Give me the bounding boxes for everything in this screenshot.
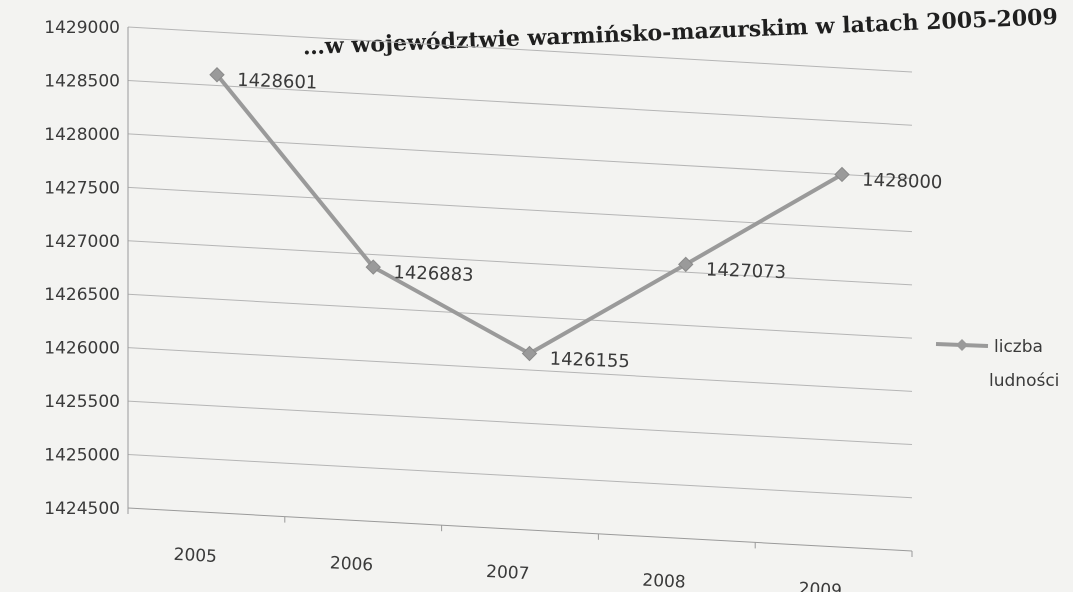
y-tick-label: 1428500 bbox=[44, 71, 120, 91]
gridline bbox=[127, 186, 913, 233]
y-tick-label: 1428000 bbox=[44, 125, 120, 145]
y-tick-label: 1425500 bbox=[44, 392, 120, 412]
data-point-marker bbox=[521, 345, 538, 362]
gridline bbox=[127, 133, 913, 179]
x-tick-label: 2006 bbox=[329, 553, 373, 575]
x-tick-label: 2005 bbox=[173, 545, 217, 567]
data-point-marker bbox=[365, 259, 381, 275]
y-tick-label: 1426000 bbox=[44, 339, 120, 359]
series-line bbox=[215, 73, 843, 356]
data-label: 1426883 bbox=[393, 262, 474, 286]
legend-label-line-1: liczba bbox=[994, 337, 1043, 357]
x-axis-tick-labels: 2005 2006 2007 2008 2009 bbox=[173, 545, 842, 592]
data-label: 1427073 bbox=[706, 259, 787, 283]
legend-label-line-2: ludności bbox=[989, 371, 1059, 391]
gridline bbox=[127, 79, 913, 126]
data-label: 1428601 bbox=[237, 70, 318, 94]
gridline bbox=[127, 347, 913, 392]
gridline bbox=[127, 454, 913, 499]
y-tick-label: 1424500 bbox=[44, 499, 120, 519]
data-point-marker bbox=[678, 256, 694, 273]
data-point-marker bbox=[209, 67, 225, 83]
legend-diamond-marker-icon bbox=[956, 339, 968, 351]
data-labels: 1428601 1426883 1426155 1427073 1428000 bbox=[237, 70, 943, 373]
gridline bbox=[127, 26, 913, 73]
gridlines bbox=[127, 26, 913, 499]
gridline bbox=[127, 400, 913, 446]
data-point-marker bbox=[834, 166, 850, 183]
gridline bbox=[127, 240, 913, 286]
y-tick-label: 1429000 bbox=[44, 18, 120, 38]
series-liczba-ludnosci bbox=[209, 67, 850, 362]
y-tick-label: 1425000 bbox=[44, 446, 120, 466]
y-tick-label: 1426500 bbox=[44, 285, 120, 305]
axes bbox=[127, 27, 913, 557]
x-tick-label: 2008 bbox=[642, 570, 686, 592]
data-label: 1428000 bbox=[862, 169, 943, 193]
y-tick-label: 1427500 bbox=[44, 178, 120, 198]
x-tick-label: 2007 bbox=[486, 562, 530, 584]
y-axis-tick-labels: 1429000 1428500 1428000 1427500 1427000 14265… bbox=[44, 18, 120, 519]
gridline bbox=[127, 293, 913, 339]
x-tick-label: 2009 bbox=[798, 579, 842, 592]
y-tick-label: 1427000 bbox=[44, 232, 120, 252]
chart-title: …w województwie warmińsko-mazurskim w la… bbox=[302, 4, 1058, 60]
data-label: 1426155 bbox=[549, 349, 630, 373]
x-axis-line bbox=[127, 507, 913, 552]
legend: liczba ludności bbox=[935, 337, 1059, 391]
